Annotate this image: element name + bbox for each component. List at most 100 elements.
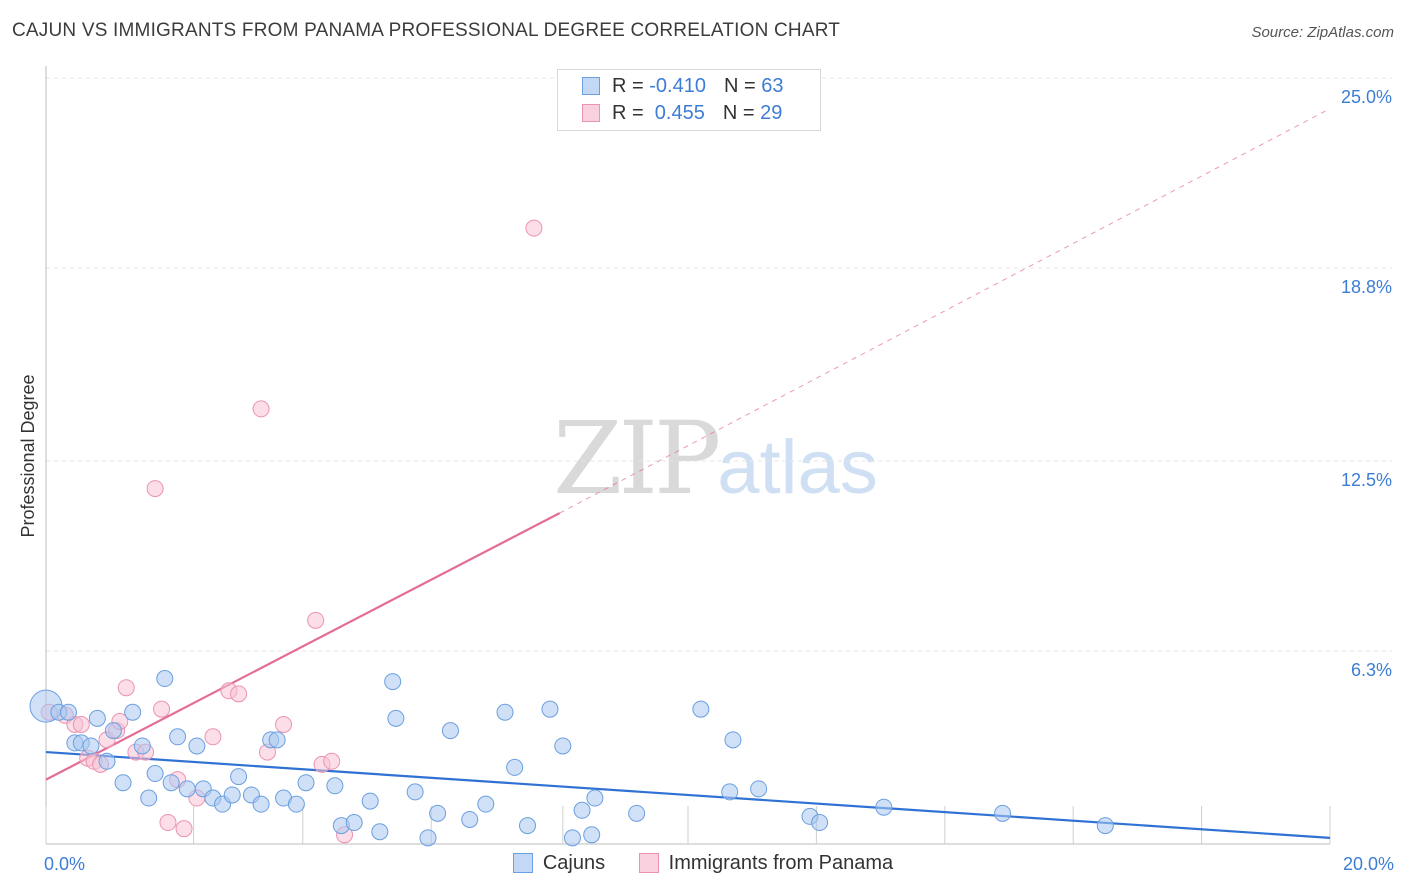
- cajuns-point: [692, 700, 710, 718]
- cajuns-point: [406, 783, 424, 801]
- legend-label-cajuns: Cajuns: [542, 852, 606, 874]
- cajuns-point: [628, 804, 646, 822]
- trend-lines: [45, 108, 1331, 839]
- cajuns-point: [178, 780, 196, 798]
- legend-row-panama: R = 0.455 N = 29: [582, 102, 782, 126]
- cajuns-point: [994, 804, 1012, 822]
- cajuns-point: [583, 826, 601, 844]
- cajuns-point: [287, 795, 305, 813]
- cajuns-point: [146, 765, 164, 783]
- legend-r-value: -0.410: [649, 75, 706, 97]
- panama-point: [175, 820, 193, 838]
- cajuns-point: [169, 728, 187, 746]
- cajuns-point: [496, 703, 514, 721]
- cajuns-point: [188, 737, 206, 755]
- data-points: [29, 219, 1114, 847]
- cajuns-point: [541, 700, 559, 718]
- cajuns-trend-line: [45, 750, 1331, 839]
- y-tick-label: 12.5%: [1341, 470, 1392, 490]
- x-tick-label: 20.0%: [1343, 854, 1394, 874]
- cajuns-point: [586, 789, 604, 807]
- cajuns-point: [573, 801, 591, 819]
- cajuns-point: [387, 709, 405, 727]
- cajuns-point: [82, 737, 100, 755]
- cajuns-point: [104, 722, 122, 740]
- panama-point: [307, 611, 325, 629]
- cajuns-point: [114, 774, 132, 792]
- legend-r-label: R =: [612, 102, 650, 124]
- chart-title: CAJUN VS IMMIGRANTS FROM PANAMA PROFESSI…: [12, 20, 841, 41]
- panama-point: [153, 700, 171, 718]
- legend-item-cajuns[interactable]: Cajuns: [512, 852, 606, 875]
- cajuns-point: [88, 709, 106, 727]
- cajuns-point: [506, 758, 524, 776]
- panama-point: [275, 716, 293, 734]
- cajuns-point: [371, 823, 389, 841]
- cajuns-point: [875, 798, 893, 816]
- cajuns-point: [1096, 817, 1114, 835]
- cajuns-point: [477, 795, 495, 813]
- cajuns-point: [384, 673, 402, 691]
- panama-swatch: [582, 104, 600, 122]
- cajuns-point: [223, 786, 241, 804]
- cajuns-point: [326, 777, 344, 795]
- y-axis-title: Professional Degree: [18, 374, 38, 537]
- cajuns-point: [811, 814, 829, 832]
- cajuns-point: [133, 737, 151, 755]
- cajuns-point: [140, 789, 158, 807]
- cajuns-swatch: [582, 77, 600, 95]
- gridlines: [46, 77, 1392, 652]
- cajuns-point: [98, 752, 116, 770]
- y-tick-label: 25.0%: [1341, 87, 1392, 107]
- cajuns-point: [59, 703, 77, 721]
- legend-n-label: N =: [723, 75, 762, 97]
- panama-point: [323, 752, 341, 770]
- cajuns-point: [441, 722, 459, 740]
- legend-r-label: R =: [612, 75, 650, 97]
- series-legend: Cajuns Immigrants from Panama: [0, 852, 1406, 875]
- legend-r-value: 0.455: [649, 102, 705, 124]
- panama-point: [525, 219, 543, 237]
- source-credit: Source: ZipAtlas.com: [1251, 24, 1394, 41]
- legend-n-value: 63: [761, 75, 784, 97]
- panama-point: [117, 679, 135, 697]
- cajuns-point: [361, 792, 379, 810]
- cajuns-point: [156, 670, 174, 688]
- cajuns-point: [252, 795, 270, 813]
- legend-item-panama[interactable]: Immigrants from Panama: [638, 852, 894, 875]
- panama-point: [146, 480, 164, 498]
- cajuns-point: [162, 774, 180, 792]
- legend-n-value: 29: [760, 102, 783, 124]
- cajuns-point: [750, 780, 768, 798]
- legend-n-label: N =: [722, 102, 761, 124]
- cajuns-point: [297, 774, 315, 792]
- cajuns-point: [268, 731, 286, 749]
- cajuns-point: [124, 703, 142, 721]
- panama-trend-extension: [559, 108, 1331, 514]
- cajuns-point: [230, 768, 248, 786]
- panama-legend-swatch: [638, 853, 659, 873]
- axes: [45, 66, 1331, 845]
- cajuns-point: [554, 737, 572, 755]
- panama-point: [252, 400, 270, 418]
- cajuns-point: [721, 783, 739, 801]
- cajuns-point: [461, 810, 479, 828]
- panama-point: [159, 814, 177, 832]
- panama-point: [72, 716, 90, 734]
- cajuns-point: [519, 817, 536, 835]
- y-tick-label: 6.3%: [1351, 660, 1392, 680]
- cajuns-point: [724, 731, 742, 749]
- cajuns-point: [345, 814, 363, 832]
- legend-label-panama: Immigrants from Panama: [668, 852, 894, 874]
- stats-legend: R = -0.410 N = 63 R = 0.455 N = 29: [557, 69, 821, 131]
- panama-trend-line: [45, 512, 561, 781]
- tick-labels: 6.3% 12.5% 18.8% 25.0% 0.0% 20.0%: [44, 87, 1394, 874]
- legend-row-cajuns: R = -0.410 N = 63: [582, 75, 783, 99]
- cajuns-point: [429, 804, 447, 822]
- cajuns-point: [563, 829, 581, 847]
- cajuns-legend-swatch: [512, 853, 533, 873]
- panama-point: [204, 728, 222, 746]
- panama-point: [230, 685, 248, 703]
- x-tick-label: 0.0%: [44, 854, 85, 874]
